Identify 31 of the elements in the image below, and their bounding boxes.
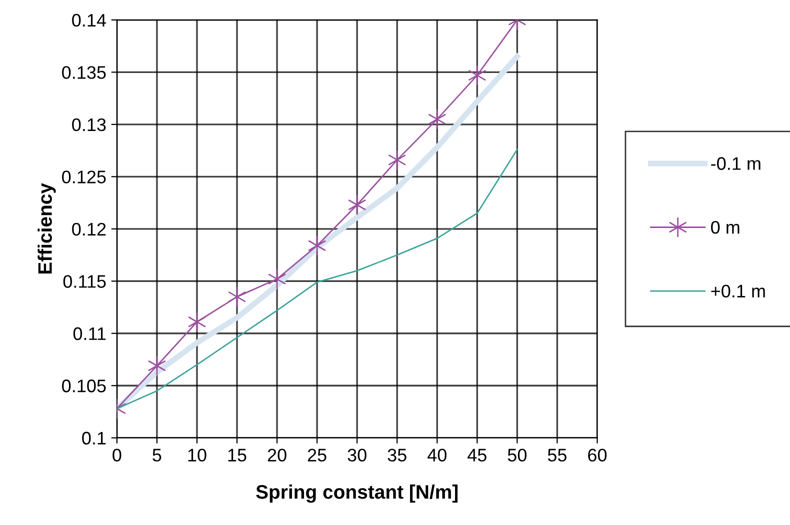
legend-label: -0.1 m [711, 157, 760, 170]
legend-label: +0.1 m [711, 284, 765, 298]
point [468, 64, 486, 86]
y-tick-label: 0.115 [63, 275, 106, 288]
x-tick-label: 15 [228, 448, 246, 462]
x-tick-label: 5 [152, 448, 162, 462]
point [348, 194, 366, 216]
y-tick-label: 0.135 [62, 66, 106, 79]
y-tick-label: 0.105 [62, 380, 106, 392]
x-tick-label: 45 [468, 448, 486, 462]
y-tick-label: 0.13 [72, 118, 106, 132]
point [388, 150, 406, 170]
y-axis-title: Efficiency [38, 183, 56, 274]
point [428, 108, 446, 130]
x-tick-label: 30 [348, 448, 366, 462]
x-tick-label: 25 [308, 448, 326, 462]
y-tick-label: 0.12 [72, 222, 106, 236]
y-tick-label: 0.125 [62, 170, 106, 184]
x-tick-label: 60 [588, 448, 607, 462]
x-axis-title: Spring constant [N/m] [256, 484, 458, 503]
legend-label: 0 m [711, 220, 740, 234]
y-tick-label: 0.14 [72, 14, 106, 27]
x-tick-label: 35 [388, 448, 406, 462]
y-tick-label: 0.11 [73, 327, 106, 340]
y-tick-label: 0.1 [82, 432, 106, 445]
x-tick-label: 20 [268, 448, 286, 462]
x-tick-label: 40 [428, 448, 446, 462]
x-tick-label: 0 [112, 448, 122, 462]
x-tick-label: 10 [188, 448, 206, 462]
x-tick-label: 55 [548, 448, 566, 462]
x-tick-label: 50 [508, 448, 527, 462]
